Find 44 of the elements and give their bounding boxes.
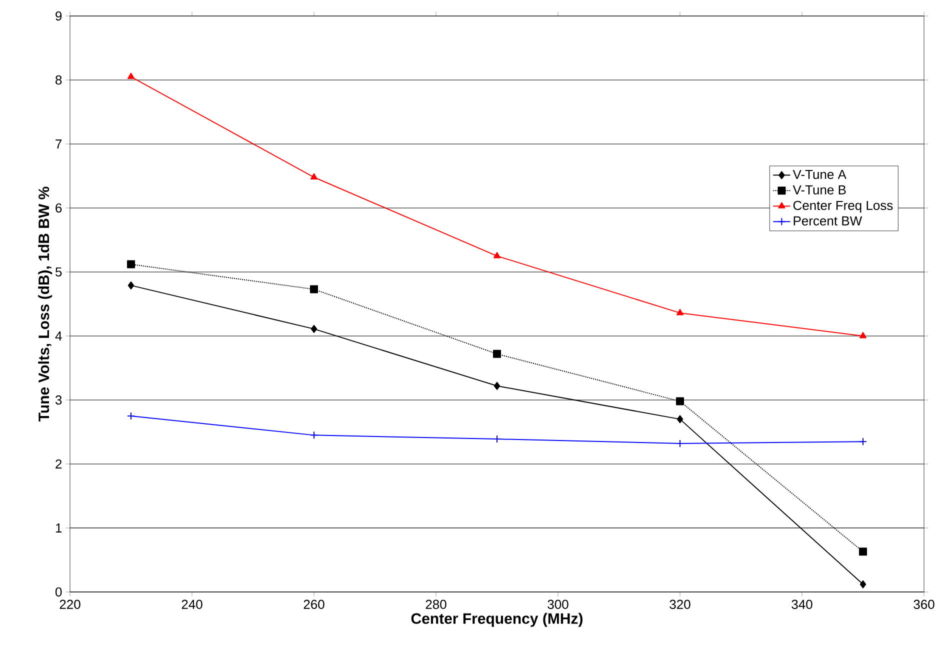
y-tick-label: 2 xyxy=(56,459,62,469)
point xyxy=(310,431,318,440)
y-tick-label: 9 xyxy=(56,11,62,21)
y-tick-label: 1 xyxy=(56,524,62,532)
point xyxy=(676,397,684,406)
point xyxy=(127,72,135,80)
x-axis-title: Center Frequency (MHz) xyxy=(411,612,582,627)
y-tick-label: 5 xyxy=(55,267,62,277)
point xyxy=(128,281,134,290)
x-tick-label: 240 xyxy=(182,600,202,609)
legend-label: V-Tune A xyxy=(792,170,846,180)
x-tick-label: 220 xyxy=(60,600,80,609)
point xyxy=(676,440,684,448)
x-tick-label: 360 xyxy=(914,600,934,609)
y-axis-title: Tune Volts, Loss (dB), 1dB BW % xyxy=(38,186,52,422)
y-tick-label: 8 xyxy=(56,75,62,85)
point xyxy=(493,350,501,358)
point xyxy=(493,252,501,258)
point xyxy=(494,382,500,390)
point xyxy=(127,260,136,268)
y-tick-label: 3 xyxy=(55,395,62,405)
x-tick-label: 280 xyxy=(426,600,446,609)
x-tick-label: 300 xyxy=(548,600,568,609)
legend-label: Percent BW xyxy=(794,216,862,226)
x-tick-label: 260 xyxy=(304,600,324,609)
point xyxy=(676,415,684,424)
y-tick-label: 6 xyxy=(56,203,62,213)
point xyxy=(860,580,866,588)
x-tick-label: 340 xyxy=(792,600,812,609)
point xyxy=(859,548,867,556)
y-tick-label: 4 xyxy=(55,332,62,340)
point xyxy=(493,435,501,444)
point xyxy=(859,332,867,338)
legend-label: V-Tune B xyxy=(792,185,846,194)
legend-label: Center Freq Loss xyxy=(793,200,893,213)
y-tick-label: 7 xyxy=(56,140,62,148)
point xyxy=(310,324,318,333)
point xyxy=(676,308,684,316)
point xyxy=(310,173,318,180)
point xyxy=(127,412,136,420)
y-tick-label: 0 xyxy=(55,587,62,597)
point xyxy=(859,438,867,446)
point xyxy=(310,285,318,294)
x-tick-label: 320 xyxy=(670,600,690,609)
